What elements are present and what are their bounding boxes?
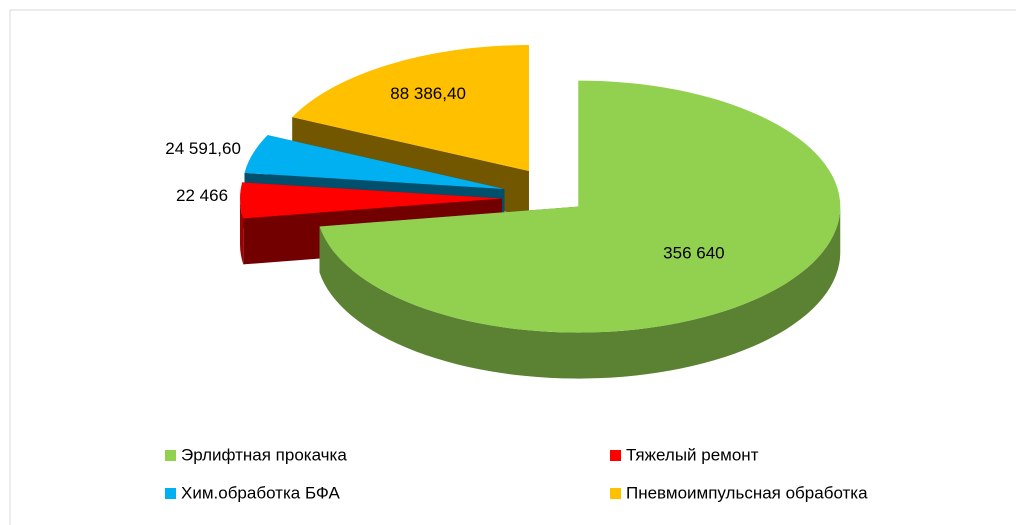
legend-label: Эрлифтная прокачка [181, 445, 347, 464]
slice-wall [240, 198, 244, 265]
legend-swatch [165, 488, 176, 499]
legend-label: Хим.обработка БФА [181, 483, 340, 502]
legend-swatch [610, 450, 621, 461]
slice [244, 135, 505, 190]
slice [292, 45, 529, 172]
data-label: 356 640 [663, 243, 724, 262]
data-label: 22 466 [176, 186, 228, 205]
slice-wall [319, 206, 841, 379]
data-label: 88 386,40 [390, 84, 466, 103]
legend-label: Пневмоимпульсная обработка [626, 483, 868, 502]
data-label: 24 591,60 [165, 139, 241, 158]
legend-swatch [165, 450, 176, 461]
slice [319, 80, 841, 333]
legend-label: Тяжелый ремонт [626, 445, 759, 464]
legend-swatch [610, 488, 621, 499]
slice [240, 182, 503, 219]
